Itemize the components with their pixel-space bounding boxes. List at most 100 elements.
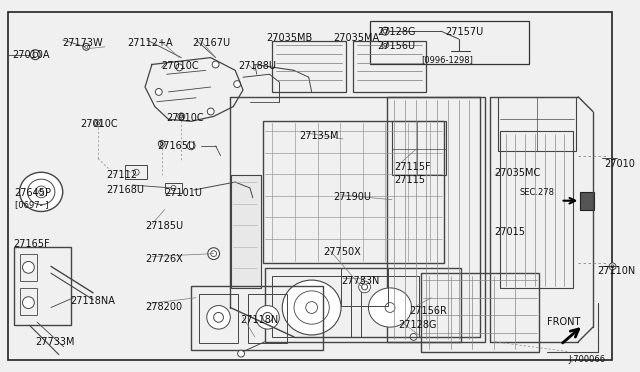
Ellipse shape [20, 172, 63, 211]
Circle shape [30, 50, 40, 60]
Text: 278200: 278200 [145, 302, 182, 312]
Circle shape [211, 251, 216, 257]
Circle shape [262, 312, 273, 322]
Text: [0697- ]: [0697- ] [15, 200, 48, 209]
Text: 27010C: 27010C [166, 113, 204, 124]
Circle shape [176, 64, 183, 71]
Text: 27157U: 27157U [445, 27, 483, 37]
Circle shape [256, 305, 279, 329]
Text: 27112: 27112 [106, 170, 137, 180]
Text: 27165U: 27165U [157, 141, 195, 151]
Circle shape [214, 312, 223, 322]
Circle shape [410, 333, 417, 340]
Text: 27010A: 27010A [12, 50, 49, 60]
Text: 27115F: 27115F [394, 163, 431, 173]
Text: 27118NA: 27118NA [70, 296, 115, 306]
Bar [231, 175, 260, 288]
Text: 27010C: 27010C [81, 119, 118, 129]
Circle shape [38, 189, 44, 194]
Bar [500, 131, 573, 288]
Circle shape [160, 142, 163, 145]
Text: 27645P: 27645P [15, 188, 52, 198]
Text: 27165F: 27165F [13, 239, 51, 249]
Circle shape [381, 27, 389, 35]
Bar [361, 276, 419, 337]
Circle shape [97, 122, 99, 125]
Circle shape [234, 81, 241, 87]
Bar [421, 273, 539, 352]
Circle shape [609, 263, 616, 270]
Circle shape [178, 113, 185, 120]
Circle shape [212, 61, 219, 68]
Bar [20, 254, 37, 281]
Circle shape [383, 29, 387, 33]
Bar [262, 121, 444, 263]
Circle shape [95, 120, 101, 127]
Bar [341, 268, 388, 305]
Bar [20, 288, 37, 315]
Circle shape [384, 44, 387, 46]
Circle shape [385, 303, 395, 312]
Text: 27726X: 27726X [145, 254, 183, 264]
Circle shape [208, 248, 220, 260]
Circle shape [22, 297, 35, 308]
Ellipse shape [369, 288, 412, 327]
Bar [264, 268, 461, 342]
Text: 27168U: 27168U [106, 185, 144, 195]
Circle shape [84, 45, 88, 48]
Circle shape [158, 140, 165, 147]
Text: SEC.278: SEC.278 [520, 188, 554, 197]
Bar [273, 41, 346, 92]
Circle shape [381, 41, 388, 48]
Text: 27128G: 27128G [378, 27, 416, 37]
Circle shape [207, 108, 214, 115]
Text: 27733N: 27733N [341, 276, 380, 286]
Text: 27188U: 27188U [238, 61, 276, 71]
Circle shape [156, 89, 162, 95]
Text: 27118N: 27118N [240, 315, 278, 326]
Circle shape [33, 52, 38, 57]
Circle shape [22, 262, 35, 273]
Bar [164, 183, 182, 193]
Text: 27128G: 27128G [398, 320, 436, 330]
Bar [498, 97, 576, 151]
Bar [353, 41, 426, 92]
Text: 27167U: 27167U [192, 38, 230, 48]
Text: 27110N: 27110N [597, 266, 635, 276]
Circle shape [306, 302, 317, 313]
Circle shape [171, 186, 176, 190]
Ellipse shape [282, 280, 341, 335]
Circle shape [187, 142, 195, 150]
Bar [580, 192, 594, 209]
Bar [387, 97, 485, 342]
Bar [273, 276, 351, 337]
Text: 27190U: 27190U [333, 192, 371, 202]
Text: 27035MC: 27035MC [494, 169, 540, 178]
Bar [199, 294, 238, 343]
Circle shape [133, 169, 139, 175]
Ellipse shape [28, 179, 55, 205]
Text: 27115: 27115 [394, 175, 425, 185]
Ellipse shape [294, 291, 330, 324]
Circle shape [237, 350, 244, 357]
Text: 27135M: 27135M [299, 131, 339, 141]
Bar [125, 166, 147, 179]
Bar [392, 121, 446, 175]
Text: 27035MB: 27035MB [267, 33, 313, 43]
Text: J:700066: J:700066 [568, 355, 605, 363]
Text: 27035MA: 27035MA [333, 33, 380, 43]
Bar [371, 21, 529, 64]
Text: 27101U: 27101U [164, 188, 203, 198]
Circle shape [362, 284, 367, 290]
Text: 27733M: 27733M [35, 337, 75, 347]
Text: FRONT: FRONT [547, 317, 580, 327]
Text: 27185U: 27185U [145, 221, 183, 231]
Text: 27010: 27010 [605, 158, 636, 169]
Bar [248, 294, 287, 343]
Text: 27015: 27015 [494, 227, 525, 237]
Text: [0996-1298]: [0996-1298] [421, 55, 474, 64]
Circle shape [611, 265, 614, 268]
Text: 27156R: 27156R [410, 305, 447, 315]
Text: 27112+A: 27112+A [127, 38, 173, 48]
Ellipse shape [35, 186, 47, 198]
